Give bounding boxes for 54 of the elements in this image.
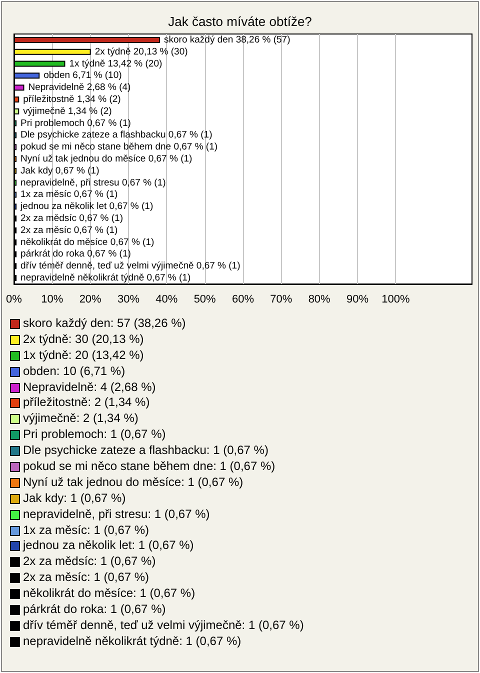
text: 1x týdně: 20 (13,42 %) [23, 348, 144, 364]
data-label: Nyní už tak jednou do měsíce 0,67 % (1) [20, 154, 192, 164]
data-label: jednou za několik let 0,67 % (1) [20, 201, 154, 212]
x-tick-label: 60% [232, 294, 254, 306]
text: nepravidelně, při stresu: 1 (0,67 %) [23, 506, 210, 523]
data-label: příležitostně 1,34 % (2) [23, 94, 121, 105]
text: jednou za několik let: 1 (0,67 %) [23, 538, 194, 554]
data-label: nepravidelně, při stresu 0,67 % (1) [20, 177, 166, 188]
data-label: Pri problemoch 0,67 % (1) [20, 118, 131, 129]
data-label: pokud se mi něco stane během dne 0,67 % (1) [20, 142, 218, 153]
text: 2x za měsíc: 1 (0,67 %) [23, 570, 150, 586]
data-label: 2x týdně 20,13 % (30) [94, 46, 188, 58]
text: Jak kdy: 1 (0,67 %) [23, 490, 126, 507]
x-tick-label: 90% [346, 294, 369, 306]
text: nepravidelně několikrát týdně: 1 (0,67 %) [23, 634, 242, 650]
text: párkrát do roka: 1 (0,67 %) [23, 602, 166, 618]
x-tick-label: 50% [194, 294, 216, 306]
data-label: několikrát do měsíce 0,67 % (1) [20, 236, 154, 248]
data-label: párkrát do roka 0,67 % (1) [20, 248, 131, 260]
text: Nepravidelně: 4 (2,68 %) [23, 380, 156, 396]
text: 2x týdně: 30 (20,13 %) [23, 332, 144, 348]
text: obden: 10 (6,71 %) [23, 364, 126, 380]
x-tick-label: 70% [270, 294, 292, 306]
x-tick-label: 80% [308, 294, 331, 306]
text: Nyní už tak jednou do měsíce: 1 (0,67 %) [23, 474, 244, 491]
text: několikrát do měsíce: 1 (0,67 %) [23, 586, 196, 602]
text: 2x za mědsíc: 1 (0,67 %) [23, 554, 156, 570]
data-label: dřív téměř denně, teď už velmi výjimečně 0,67 % (1) [20, 260, 240, 272]
x-tick-label: 100% [382, 294, 410, 306]
data-label: výjimečně 1,34 % (2) [23, 106, 112, 117]
x-tick-label: 20% [79, 294, 102, 306]
text: Pri problemoch: 1 (0,67 %) [23, 427, 166, 444]
x-tick-label: 0% [6, 294, 22, 306]
data-label: 2x za mědsíc 0,67 % (1) [20, 213, 123, 224]
data-label: 1x týdně 13,42 % (20) [69, 58, 162, 70]
data-label: Dle psychicke zateze a flashbacku 0,67 % (1) [20, 130, 212, 141]
text: skoro každý den: 57 (38,26 %) [23, 316, 186, 332]
data-label: obden 6,71 % (10) [44, 70, 122, 82]
data-label: 1x za měsíc 0,67 % (1) [20, 189, 118, 200]
text: dřív téměř denně, teď už velmi výjimečně: 1 (0,67 %) [23, 618, 304, 634]
chart-title: Jak často míváte obtíže? [168, 14, 312, 29]
text: pokud se mi něco stane během dne: 1 (0,67 %) [23, 459, 276, 475]
data-label: nepravidelně několikrát týdně 0,67 % (1) [20, 272, 191, 284]
text: 1x za měsíc: 1 (0,67 %) [23, 522, 150, 538]
data-label: 2x za měsíc 0,67 % (1) [20, 224, 118, 236]
data-label: Jak kdy 0,67 % (1) [20, 165, 100, 176]
text: výjimečně: 2 (1,34 %) [23, 411, 138, 428]
text: příležitostně: 2 (1,34 %) [23, 395, 150, 412]
x-tick-label: 40% [156, 294, 178, 306]
data-label: skoro každý den 38,26 % (57) [164, 34, 290, 46]
data-label: Nepravidelně 2,68 % (4) [28, 82, 131, 94]
x-tick-label: 10% [41, 294, 64, 306]
x-tick-label: 30% [117, 294, 140, 306]
text: Dle psychicke zateze a flashbacku: 1 (0,67 %) [23, 443, 268, 460]
